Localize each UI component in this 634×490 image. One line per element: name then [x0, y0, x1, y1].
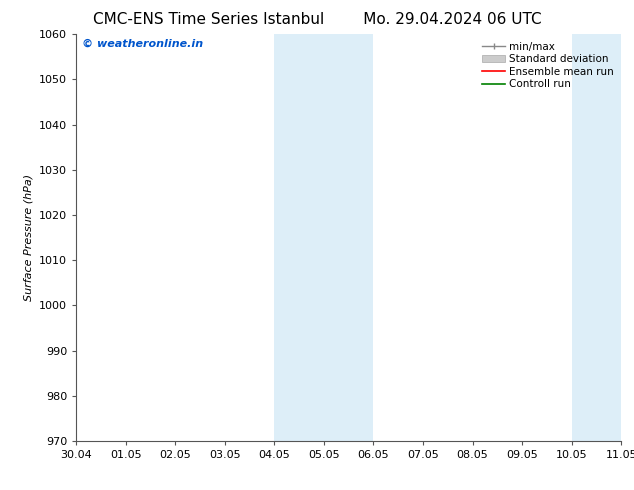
Text: CMC-ENS Time Series Istanbul        Mo. 29.04.2024 06 UTC: CMC-ENS Time Series Istanbul Mo. 29.04.2…	[93, 12, 541, 27]
Y-axis label: Surface Pressure (hPa): Surface Pressure (hPa)	[23, 174, 34, 301]
Bar	[572, 34, 634, 441]
Legend: min/max, Standard deviation, Ensemble mean run, Controll run: min/max, Standard deviation, Ensemble me…	[478, 37, 618, 94]
Bar	[275, 34, 373, 441]
Text: © weatheronline.in: © weatheronline.in	[82, 38, 203, 49]
